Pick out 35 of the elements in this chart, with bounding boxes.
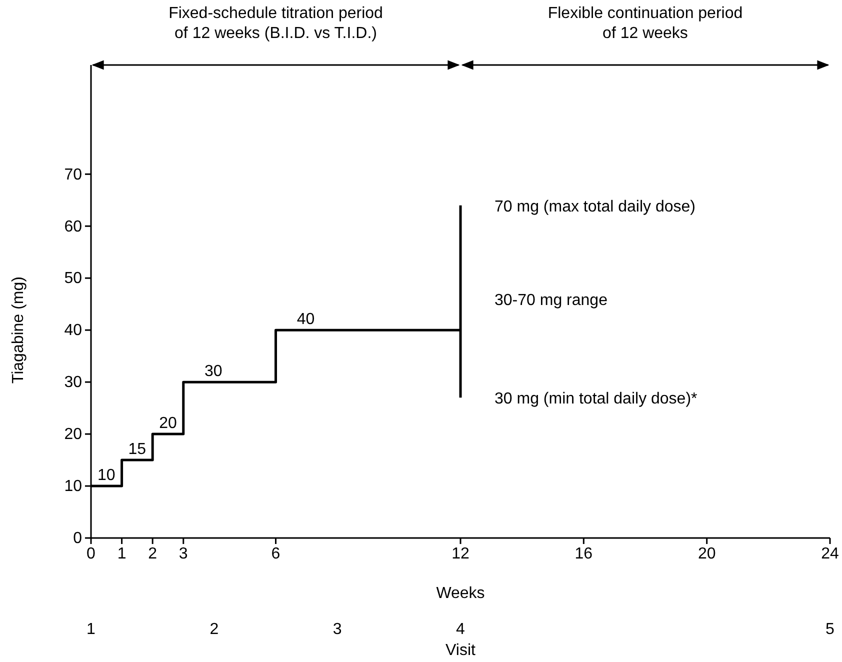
y-tick-label: 30 (64, 374, 82, 392)
x-tick-label: 0 (86, 545, 96, 562)
annotation: 70 mg (max total daily dose) (494, 198, 696, 216)
data-label: 30 (204, 363, 222, 380)
y-tick-label: 50 (64, 270, 82, 288)
text: Visit (446, 642, 476, 659)
x-tick-label: 1 (117, 545, 126, 562)
x-tick-label: 6 (271, 545, 280, 562)
text: Flexible continuation period of 12 weeks (548, 5, 743, 42)
data-label: 15 (128, 441, 146, 458)
y-axis-title: Tiagabine (mg) (10, 276, 27, 384)
x-tick-label: 24 (821, 545, 839, 562)
y-tick-label: 10 (64, 478, 82, 496)
x-tick-label: 12 (452, 545, 470, 562)
text: 3 (332, 621, 342, 638)
text: 4 (456, 621, 466, 638)
text: Fixed-schedule titration period of 12 weeks (B.I.D. vs T.I.D.) (168, 5, 383, 42)
data-label: 20 (159, 415, 177, 432)
x-tick-label: 3 (178, 545, 188, 562)
text: 5 (826, 621, 835, 638)
x-tick-label: 20 (698, 545, 716, 562)
y-tick-label: 40 (64, 322, 82, 340)
x-tick-label: 2 (148, 545, 158, 562)
y-tick-label: 70 (64, 166, 82, 184)
annotation: 30-70 mg range (494, 292, 608, 309)
annotation: 30 mg (min total daily dose)* (494, 390, 698, 408)
x-tick-label: 16 (574, 545, 593, 562)
y-tick-label: 60 (64, 218, 82, 236)
data-label: 10 (97, 467, 116, 484)
x-axis-title: Weeks (436, 585, 485, 602)
text: 1 (86, 621, 96, 638)
data-label: 40 (296, 311, 315, 328)
y-tick-label: 20 (64, 426, 82, 444)
text: 2 (210, 621, 219, 638)
y-tick-label: 0 (73, 530, 82, 548)
